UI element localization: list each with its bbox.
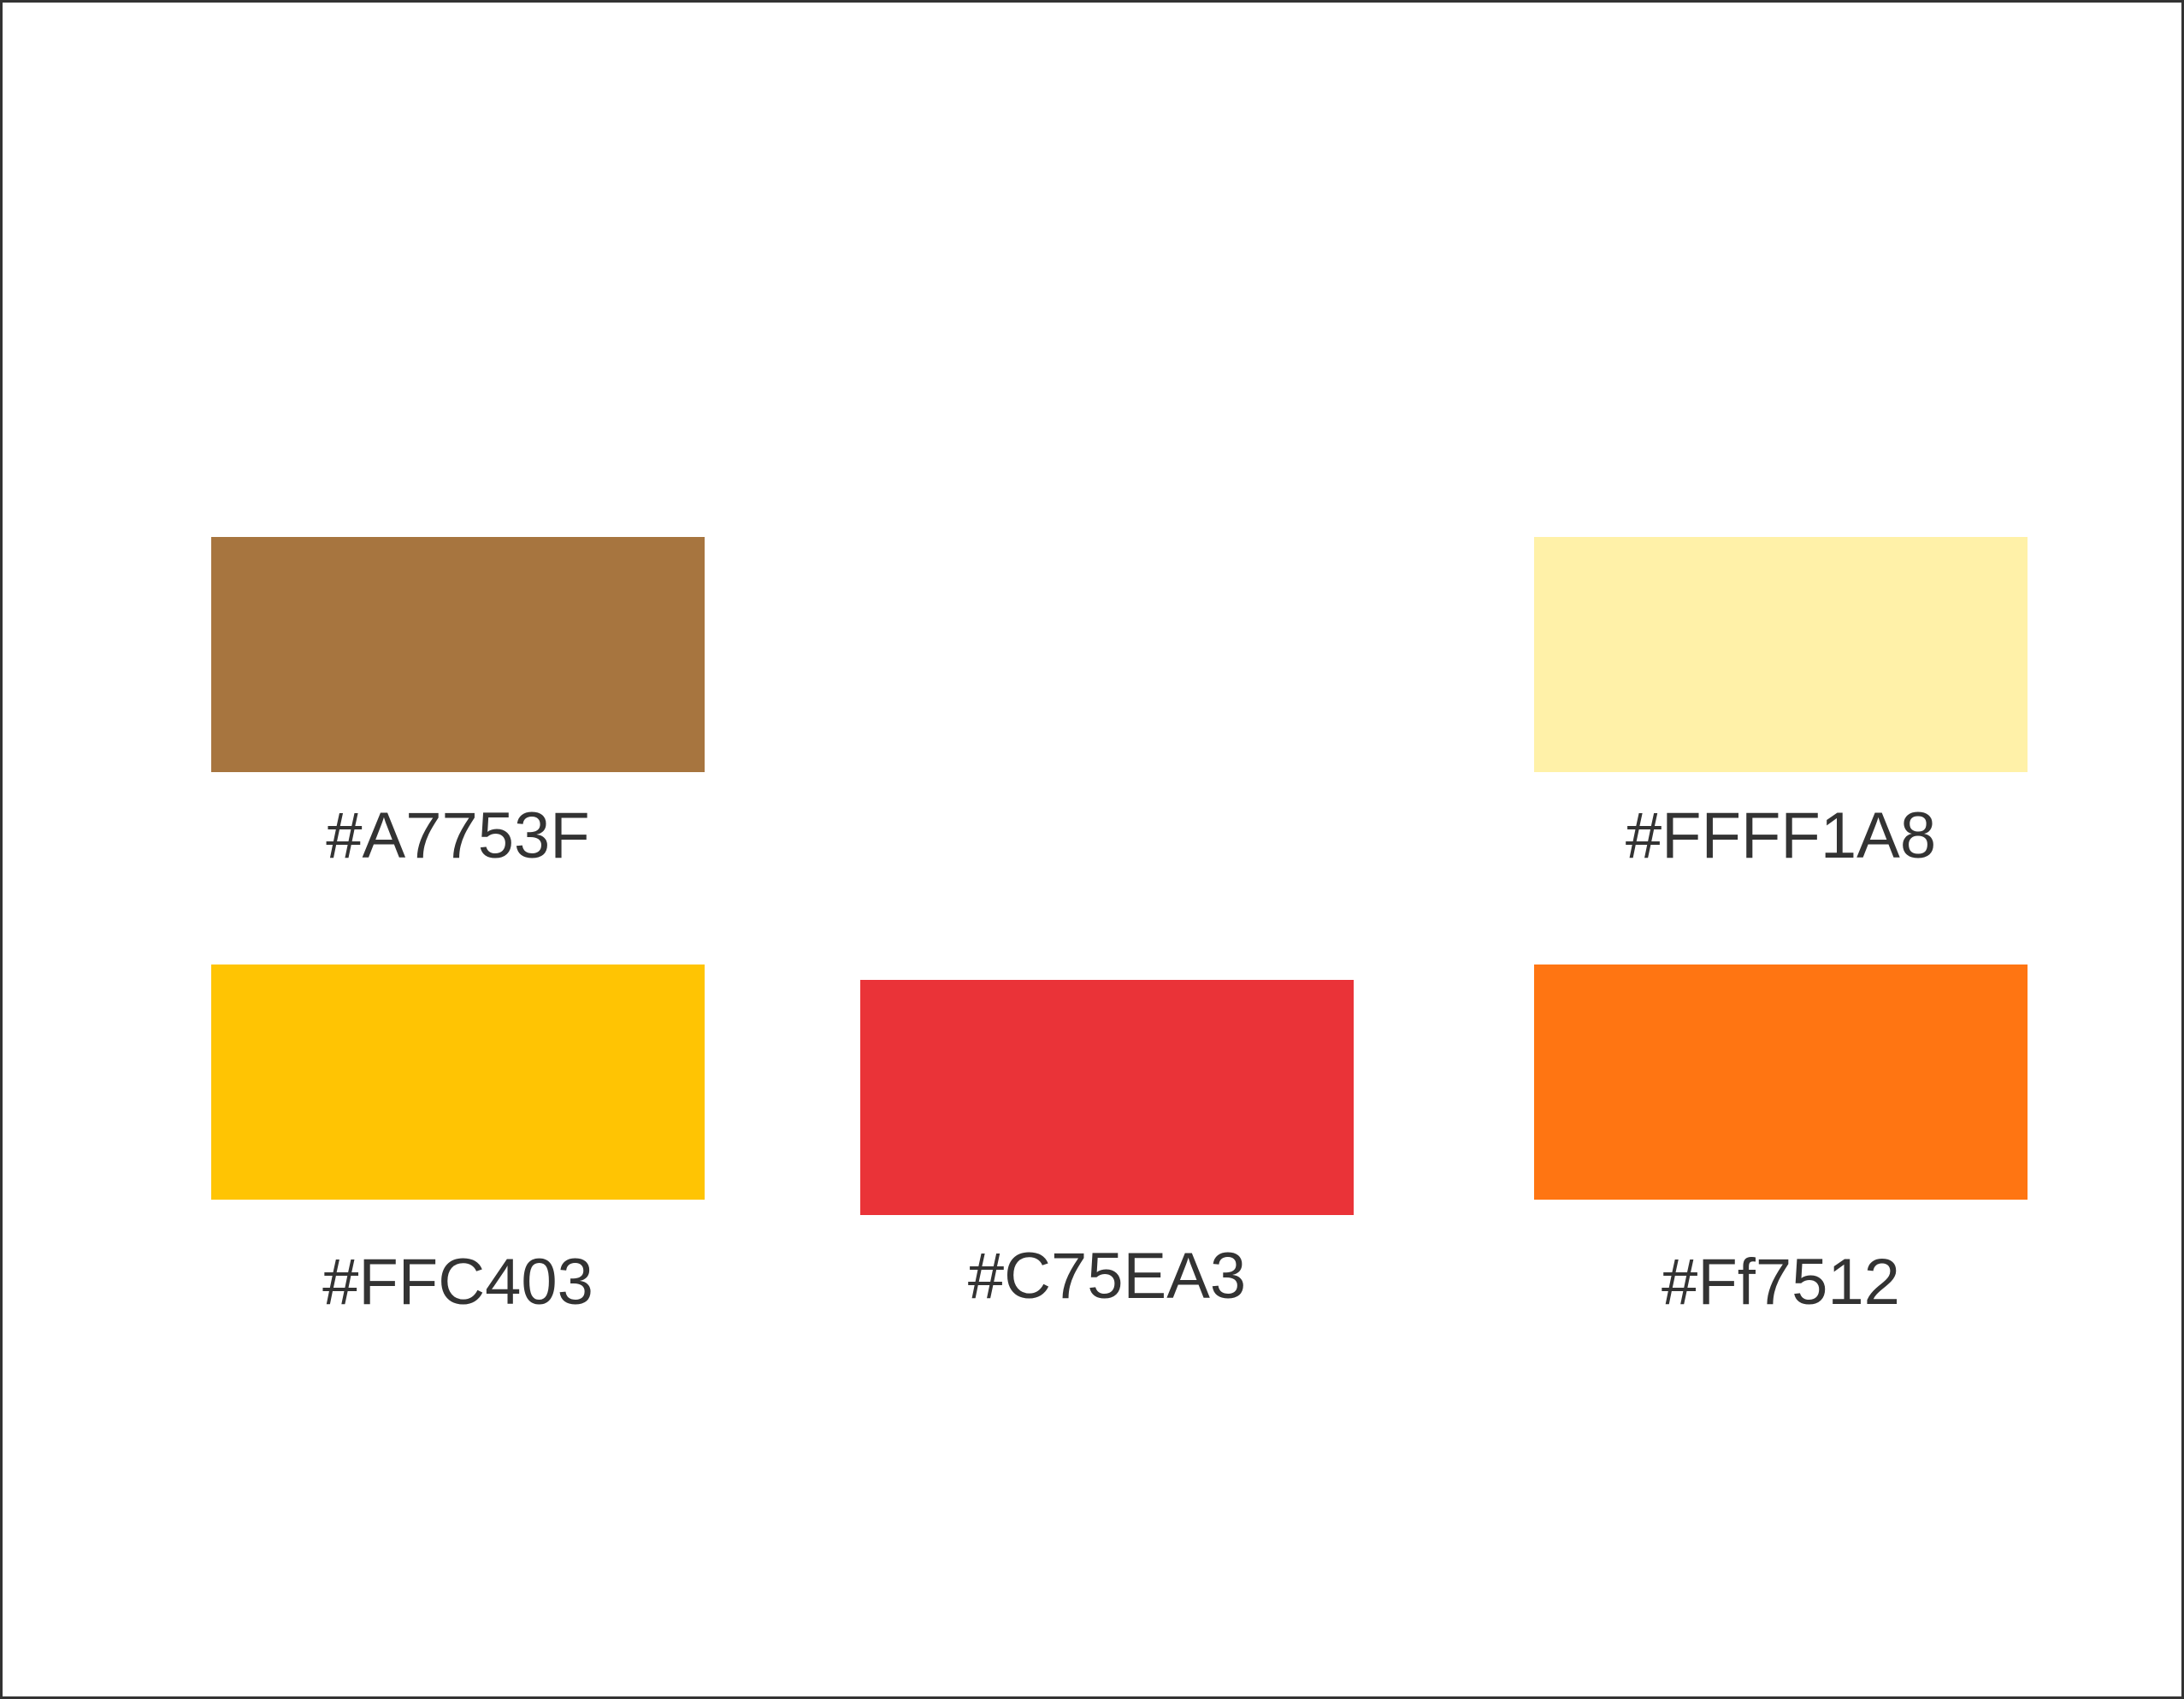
color-swatch-4 [860, 980, 1354, 1215]
color-swatch-3-label: #FFC403 [322, 1246, 593, 1318]
color-swatch-4-label: #C75EA3 [967, 1240, 1247, 1313]
color-swatch-3 [211, 965, 705, 1200]
color-swatch-2-label: #FFFF1A8 [1625, 799, 1937, 872]
color-swatch-1-label: #A7753F [326, 799, 590, 872]
color-swatch-5 [1534, 965, 2028, 1200]
color-swatch-5-label: #Ff7512 [1662, 1246, 1900, 1318]
color-swatch-2 [1534, 537, 2028, 772]
color-swatch-1 [211, 537, 705, 772]
